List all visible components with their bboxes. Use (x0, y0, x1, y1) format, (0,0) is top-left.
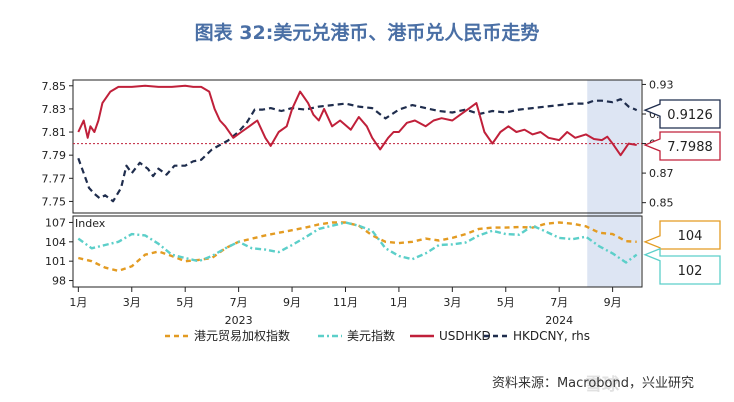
x-tick-label: 5月 (176, 296, 194, 309)
x-tick-label: 5月 (497, 296, 515, 309)
callout-hkdcny-text: 0.9126 (667, 108, 713, 123)
y-right-tick-label: 0.87 (649, 167, 674, 180)
y-right-tick-label: 0.85 (649, 197, 674, 210)
x-tick-label: 9月 (283, 296, 301, 309)
year-label: 2024 (545, 314, 573, 327)
watermark: 雪球 (585, 375, 619, 395)
y-left-tick-label: 7.77 (42, 172, 67, 185)
callout-usd-index-box (643, 247, 721, 285)
legend-label: 美元指数 (347, 328, 395, 343)
y-bottom-tick-label: 107 (45, 216, 66, 229)
x-tick-label: 7月 (230, 296, 248, 309)
y-left-tick-label: 7.81 (42, 126, 67, 139)
x-tick-label: 3月 (123, 296, 141, 309)
end-callouts: 0.9126 7.7988 104 102 (643, 99, 721, 285)
x-tick-label: 7月 (550, 296, 568, 309)
source-note: 资料来源：Macrobond，兴业研究 (491, 376, 694, 391)
series-lines (73, 84, 642, 273)
y-bottom-tick-label: 104 (45, 236, 66, 249)
x-tick-label: 1月 (390, 296, 408, 309)
y-left-tick-label: 7.83 (42, 103, 67, 116)
legend-label: HKDCNY, rhs (513, 329, 590, 343)
series-line-hkdcny (77, 98, 638, 203)
legend-label: 港元贸易加权指数 (194, 328, 290, 343)
bottom-panel-frame (72, 215, 643, 288)
axes: 7.857.837.817.797.777.750.930.910.890.87… (42, 78, 674, 327)
y-left-tick-label: 7.75 (42, 195, 67, 208)
index-label: Index (75, 217, 106, 230)
year-label: 2023 (225, 314, 253, 327)
top-panel-frame (72, 79, 643, 214)
series-line-hkd-twi (78, 221, 637, 273)
legend: 港元贸易加权指数 美元指数 USDHKD HKDCNY, rhs (165, 328, 590, 343)
y-left-tick-label: 7.85 (42, 80, 67, 93)
y-right-tick-label: 0.93 (649, 78, 674, 91)
shaded-region (587, 80, 641, 287)
panel-frames (72, 79, 643, 288)
legend-label: USDHKD (439, 329, 491, 343)
x-tick-label: 9月 (604, 296, 622, 309)
y-bottom-tick-label: 101 (45, 255, 66, 268)
x-tick-label: 11月 (333, 296, 358, 309)
callout-usd-index-text: 102 (678, 264, 703, 279)
x-tick-label: 3月 (443, 296, 461, 309)
series-line-usd-index (77, 221, 638, 264)
callout-hkdcny-box (643, 99, 721, 129)
y-bottom-tick-label: 98 (52, 275, 66, 288)
chart-title: 图表 32:美元兑港币、港币兑人民币走势 (194, 22, 540, 44)
y-left-tick-label: 7.79 (42, 149, 67, 162)
callout-hkd-twi-text: 104 (678, 229, 703, 244)
x-tick-label: 1月 (69, 296, 87, 309)
shaded-region-rect (587, 80, 641, 287)
callout-usdhkd-box (643, 131, 721, 161)
series-line-usdhkd (77, 84, 637, 157)
callout-usdhkd-text: 7.7988 (667, 140, 713, 155)
